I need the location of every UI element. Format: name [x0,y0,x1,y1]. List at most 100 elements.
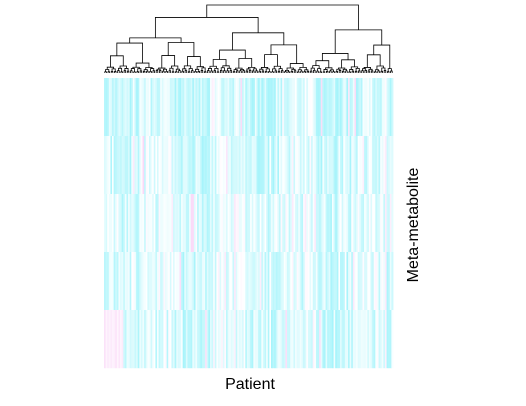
dendrogram-branch [171,65,179,70]
dendrogram-branch [271,71,274,73]
heatmap-cell [181,136,184,195]
heatmap-cell [156,78,159,137]
heatmap-cell [214,194,217,253]
heatmap-cell [364,136,367,195]
dendrogram-branch [154,17,259,38]
heatmap-cell [190,310,193,369]
heatmap-cell [245,310,248,369]
heatmap-cell [171,310,174,369]
dendrogram-branch [142,70,146,73]
heatmap-cell [132,136,135,195]
heatmap-cell [193,194,196,253]
dendrogram-branch [120,71,123,73]
heatmap-cell [330,78,333,137]
heatmap-cell [384,194,387,253]
heatmap-cell [269,194,272,253]
heatmap-cell [230,194,233,253]
heatmap-cell [237,78,240,137]
heatmap-cell [219,136,222,195]
heatmap-cell [121,310,124,369]
heatmap-cell [169,310,172,369]
heatmap-cell [331,252,334,311]
heatmap-cell [128,78,131,137]
heatmap-cell [124,194,127,253]
heatmap-cell [166,78,169,137]
heatmap-cell [348,136,351,195]
heatmap-cell [121,194,124,253]
heatmap-cell [124,310,127,369]
heatmap-cell [142,252,145,311]
heatmap-cell [248,78,251,137]
heatmap-cell [269,78,272,137]
heatmap-cell [372,252,375,311]
heatmap-cell [163,252,166,311]
heatmap-cell [168,194,171,253]
heatmap-cell [211,310,214,369]
heatmap-cell [309,194,312,253]
heatmap-cell [331,310,334,369]
heatmap-cell [185,310,188,369]
heatmap-cell [240,310,243,369]
heatmap-cell [250,310,253,369]
heatmap-cell [132,252,135,311]
dendrogram-branch [335,71,339,73]
heatmap-cell [280,78,283,137]
dendrogram-branch [104,71,107,73]
heatmap-cell [179,194,182,253]
heatmap-cell [107,252,110,311]
heatmap-cell [140,252,143,311]
heatmap-cell [224,136,227,195]
heatmap-cell [198,310,201,369]
heatmap-cell [254,194,257,253]
heatmap-cell [222,310,225,369]
heatmap-cell [254,136,257,195]
heatmap-cell [134,252,137,311]
heatmap-cell [296,194,299,253]
dendrogram-branch [367,70,371,73]
heatmap-cell [243,194,246,253]
dendrogram-branch [373,44,391,69]
heatmap-cell [357,310,360,369]
dendrogram-branch [252,70,255,73]
heatmap-cell [266,78,269,137]
heatmap-cell [298,136,301,195]
heatmap-cell [145,310,148,369]
dendrogram-branch [197,71,200,73]
heatmap-cell [126,252,129,311]
heatmap-cell [105,310,108,369]
heatmap-cell [375,78,378,137]
heatmap-cell [311,78,314,137]
heatmap-cell [123,194,126,253]
heatmap-cell [250,194,253,253]
heatmap-cell [234,310,237,369]
heatmap-cell [267,252,270,311]
heatmap-cell [299,78,302,137]
dendrogram-branch [270,44,298,64]
heatmap-cell [378,310,381,369]
heatmap-cell [309,310,312,369]
heatmap-cell [272,194,275,253]
heatmap-cell [195,78,198,137]
heatmap-cell [285,252,288,311]
heatmap-cell [129,78,132,137]
heatmap-cell [240,252,243,311]
heatmap-cell [189,78,192,137]
heatmap-cell [155,78,158,137]
heatmap-cell [185,252,188,311]
heatmap-cell [147,136,150,195]
heatmap-cell [129,310,132,369]
dendrogram-branch [319,71,322,73]
heatmap-cell [105,252,108,311]
heatmap-cell [137,136,140,195]
heatmap-cell [155,194,158,253]
heatmap-cell [193,252,196,311]
heatmap-cell [216,252,219,311]
heatmap-cell [367,310,370,369]
heatmap-cell [205,194,208,253]
heatmap-cell [312,136,315,195]
heatmap-cell [362,310,365,369]
heatmap-cell [160,194,163,253]
heatmap-cell [266,194,269,253]
heatmap-cell [158,310,161,369]
heatmap-cell [192,78,195,137]
